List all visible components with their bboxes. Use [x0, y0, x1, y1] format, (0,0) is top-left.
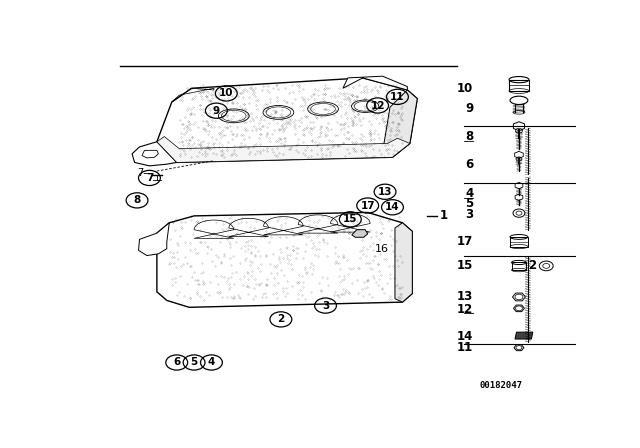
Text: 8: 8 [465, 130, 474, 143]
Text: 5: 5 [191, 358, 198, 367]
Bar [510, 237, 528, 246]
Text: 11: 11 [390, 92, 404, 102]
Text: 9: 9 [213, 106, 220, 116]
Text: 15: 15 [457, 259, 474, 272]
Text: 5: 5 [465, 197, 474, 210]
Polygon shape [132, 142, 177, 166]
Text: 13: 13 [378, 187, 392, 197]
Text: 12: 12 [457, 302, 474, 315]
Text: 16: 16 [375, 244, 389, 254]
Text: 15: 15 [343, 214, 358, 224]
Text: 14: 14 [457, 330, 474, 343]
Polygon shape [383, 90, 417, 157]
Text: 11: 11 [457, 341, 474, 354]
Polygon shape [157, 137, 410, 163]
Text: 10: 10 [219, 88, 234, 99]
Text: 2: 2 [528, 259, 536, 272]
Text: 8: 8 [133, 195, 141, 205]
Text: 7—: 7— [137, 168, 153, 178]
Text: 1: 1 [440, 209, 448, 222]
Text: 14: 14 [385, 202, 400, 212]
Text: 00182047: 00182047 [479, 381, 522, 390]
Polygon shape [138, 223, 169, 255]
Polygon shape [352, 230, 367, 237]
Text: 10: 10 [457, 82, 474, 95]
Polygon shape [515, 332, 533, 339]
Polygon shape [157, 212, 412, 307]
Polygon shape [395, 223, 412, 302]
Text: 17: 17 [457, 235, 474, 248]
Polygon shape [343, 76, 408, 90]
Text: 13: 13 [457, 290, 474, 303]
Bar [511, 263, 526, 270]
Text: 17: 17 [360, 201, 375, 211]
Text: 12: 12 [371, 100, 385, 111]
Text: 3: 3 [465, 208, 474, 221]
Text: 7: 7 [146, 173, 153, 183]
Text: 2: 2 [277, 314, 285, 324]
Bar [509, 80, 529, 91]
Text: 9: 9 [465, 103, 474, 116]
Text: 6: 6 [173, 358, 180, 367]
Text: 6: 6 [465, 158, 474, 171]
Text: 3: 3 [322, 301, 329, 310]
Text: 4: 4 [208, 358, 215, 367]
Polygon shape [157, 78, 417, 163]
Text: 4: 4 [465, 187, 474, 200]
